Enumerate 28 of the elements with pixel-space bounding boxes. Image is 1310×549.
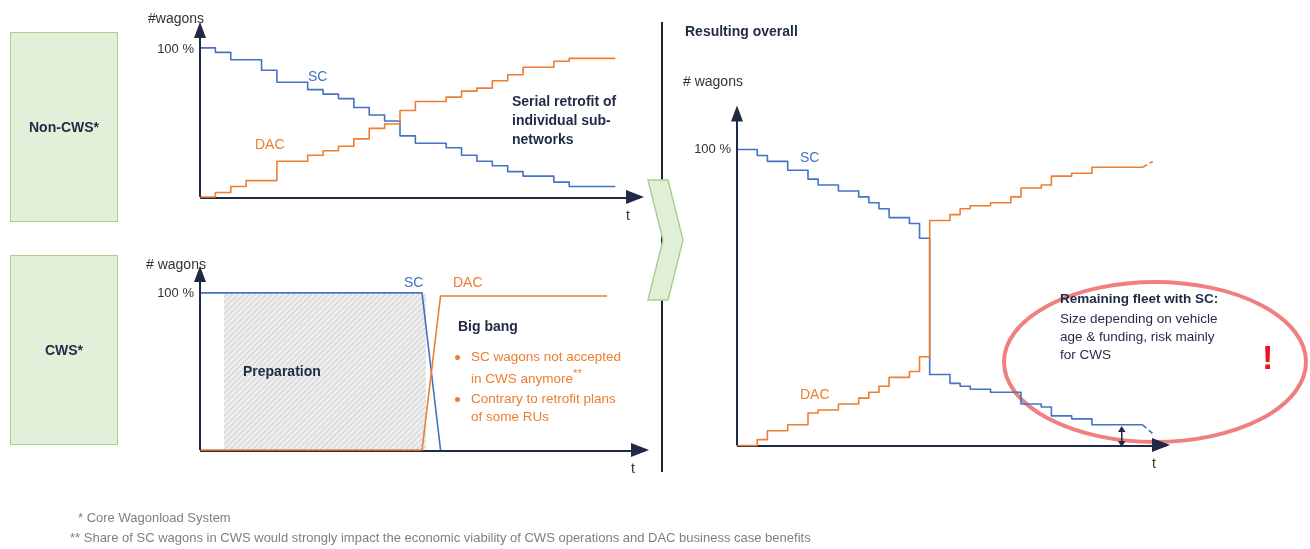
y-axis-title: #wagons: [148, 10, 205, 26]
text: CWS*: [44, 341, 84, 360]
text: 100 %: [694, 140, 731, 158]
x-axis-title: t: [626, 207, 630, 223]
series-label: SC: [404, 274, 424, 290]
annotation: Preparation: [243, 362, 321, 381]
series-label: SC: [308, 68, 328, 84]
annotation: Size depending on vehicle age & funding, risk mainly for CWS: [1060, 310, 1219, 365]
series-label: SC: [800, 149, 820, 165]
x-axis-title: t: [631, 460, 635, 476]
text: * Core Wagonload System: [78, 509, 231, 527]
text: Non-CWS*: [29, 118, 99, 137]
x-axis-title: t: [1152, 455, 1156, 471]
series-label: DAC: [800, 386, 830, 402]
y-axis-title: # wagons: [683, 73, 743, 89]
text: ** Share of SC wagons in CWS would strongly impact the economic viability of CWS operations and DAC business case benefits: [70, 529, 811, 547]
annotation: Serial retrofit of individual sub-networks: [512, 92, 618, 149]
annotation: Big bang: [458, 317, 518, 336]
annotation: 100 %: [157, 284, 194, 302]
annotation: SC wagons not accepted in CWS anymore$^{**}$: [471, 348, 623, 388]
y-axis-title: # wagons: [146, 256, 206, 272]
annotation: Remaining fleet with SC:: [1060, 290, 1219, 308]
text: 100 %: [157, 40, 194, 58]
text: !: [1262, 337, 1274, 378]
annotation: Contrary to retrofit plans of some RUs: [471, 390, 617, 427]
series-label: DAC: [453, 274, 483, 290]
chart-title: Resulting overall: [685, 23, 798, 39]
series-label: DAC: [255, 136, 285, 152]
